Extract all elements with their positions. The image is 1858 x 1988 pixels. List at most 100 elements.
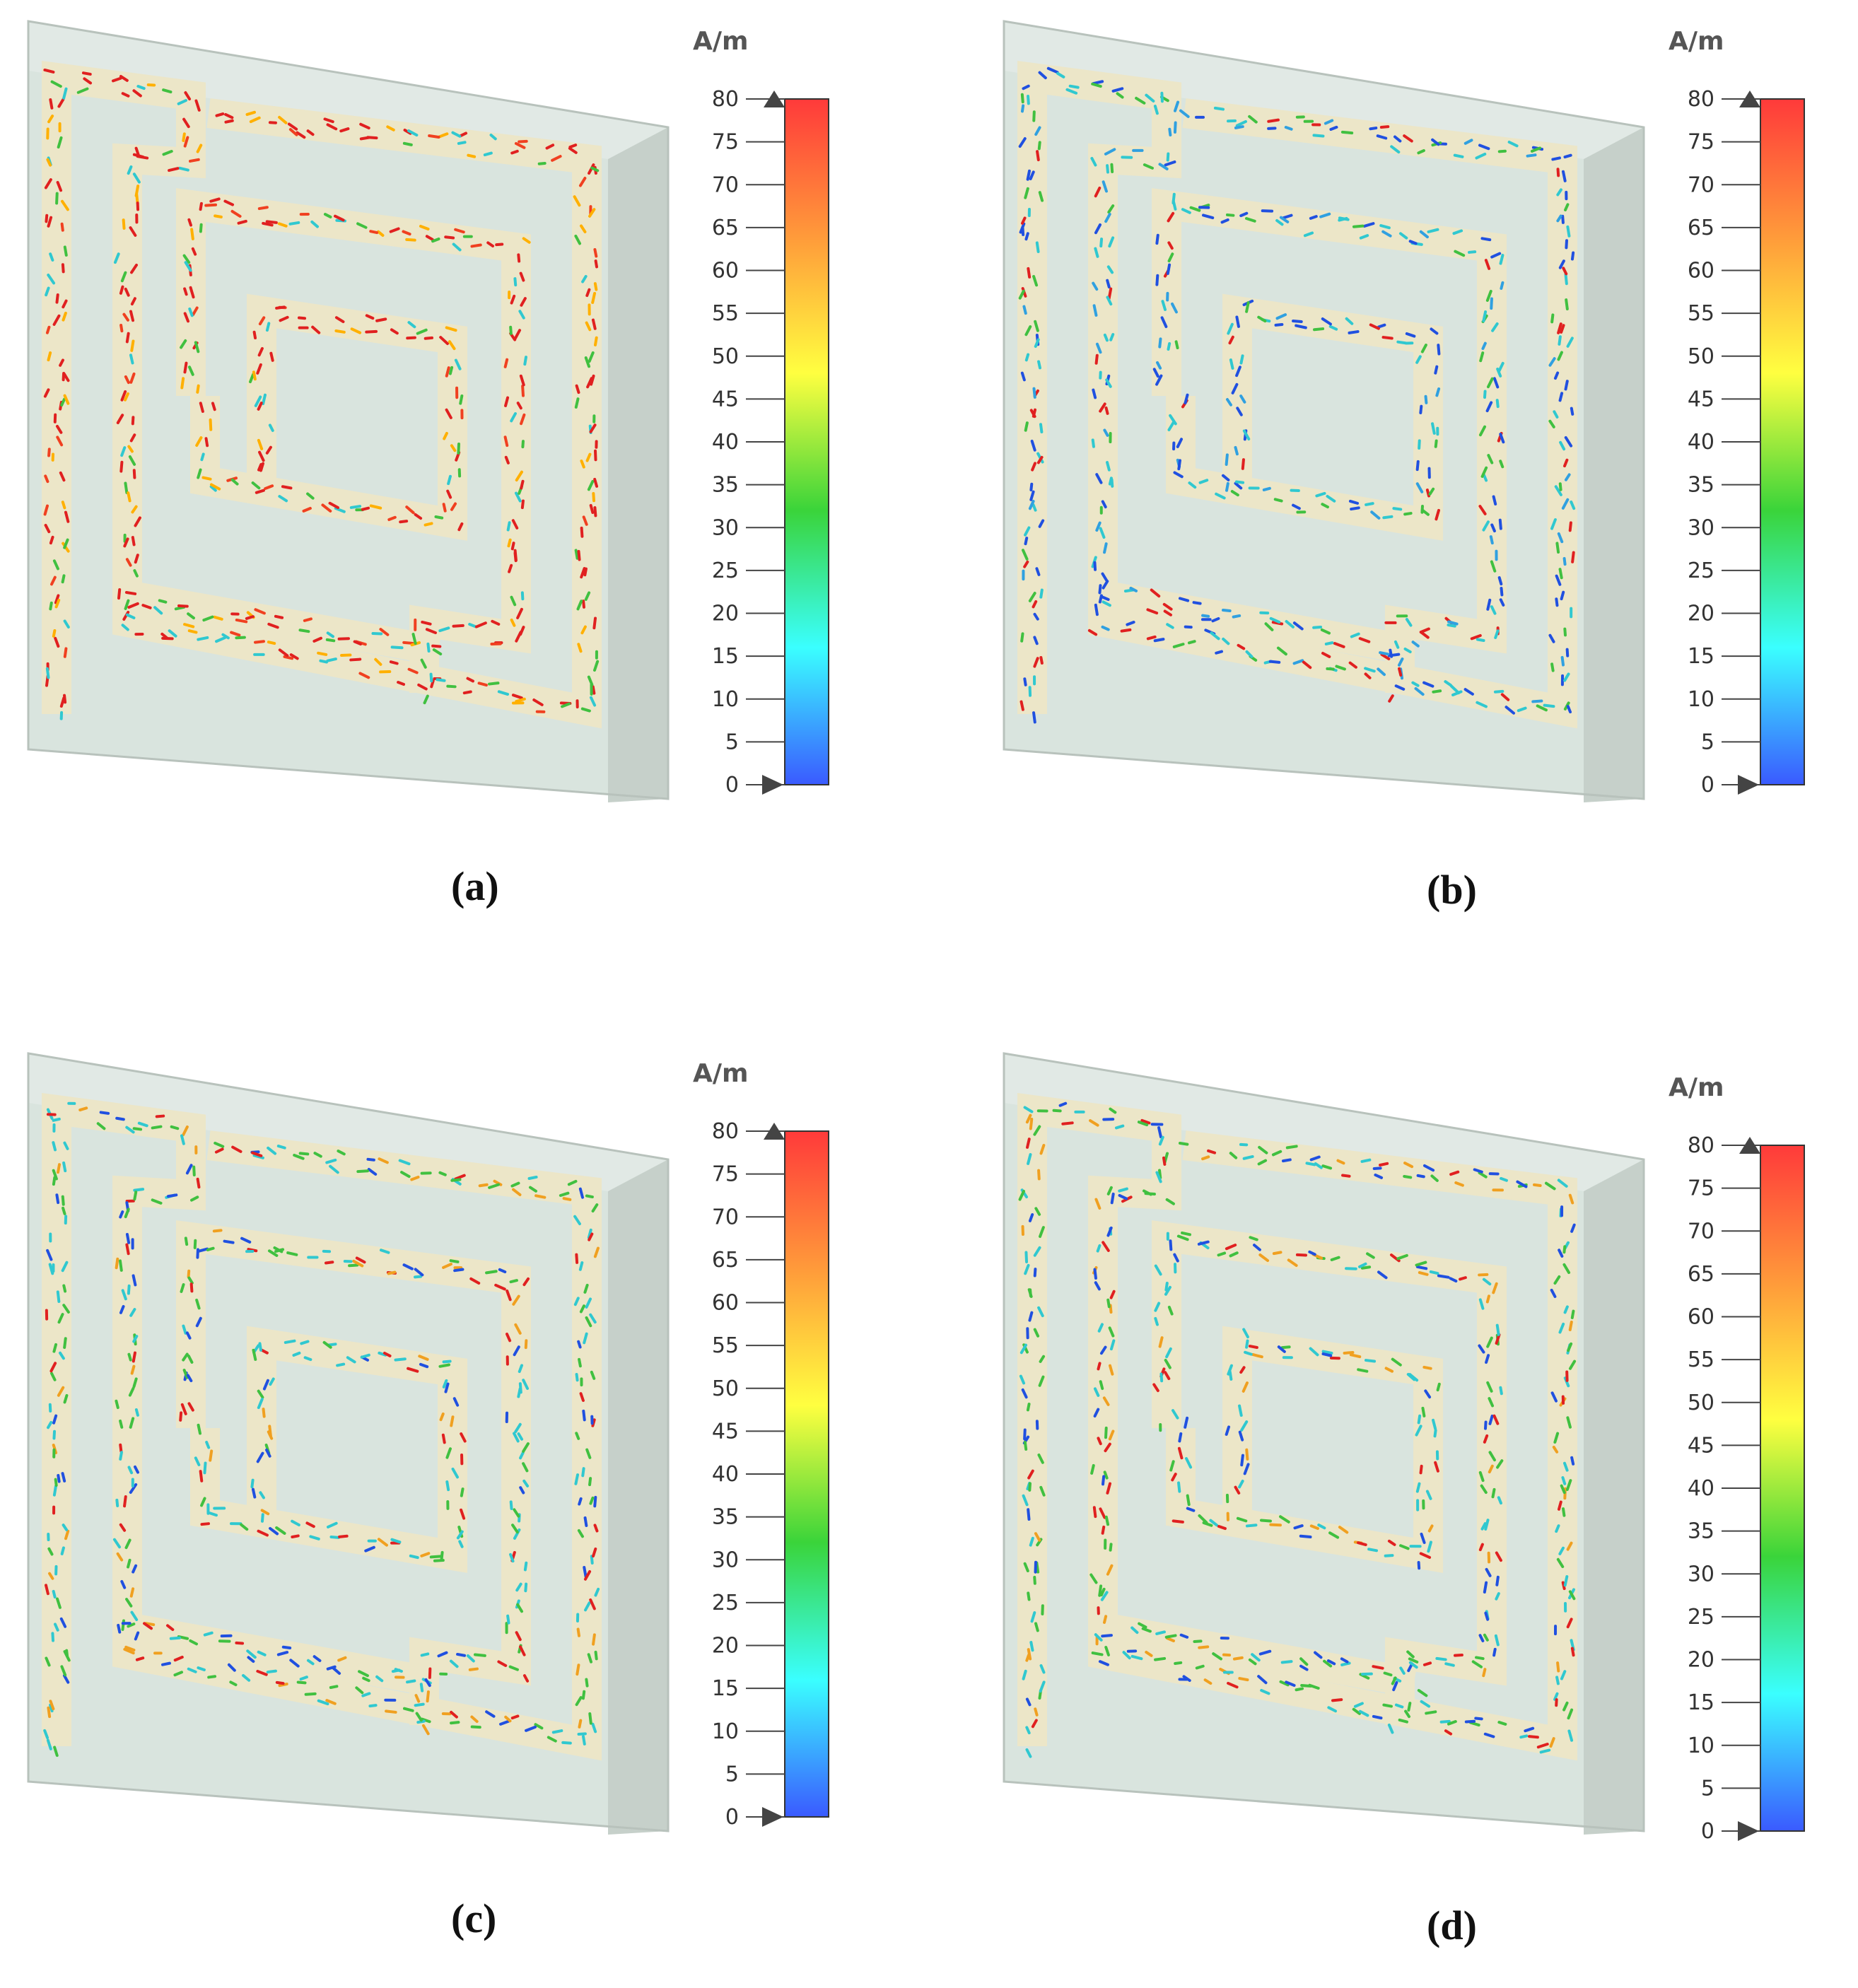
min-slider-icon[interactable] — [1738, 1821, 1759, 1841]
colorbar-tick-label: 70 — [1688, 173, 1714, 197]
colorbar-tick-label: 70 — [1688, 1219, 1714, 1244]
current-distribution-a — [27, 20, 670, 802]
colorbar-tick-label: 30 — [712, 515, 739, 540]
max-slider-icon[interactable] — [764, 90, 785, 107]
caption-a: (a) — [451, 863, 499, 909]
colorbar-tick-label: 75 — [712, 130, 739, 155]
colorbar-tick-label: 15 — [1688, 1690, 1714, 1715]
colorbar-tick-label: 15 — [1688, 644, 1714, 669]
caption-c: (c) — [451, 1895, 497, 1941]
colorbar-gradient — [784, 98, 829, 785]
colorbar-tick-label: 20 — [712, 1634, 739, 1659]
panel-c: A/m 80 75 70 65 60 55 50 45 40 35 30 25 20 15 10 5 0 — [0, 1032, 929, 1916]
current-distribution-d — [1003, 1052, 1645, 1835]
caption-d: (d) — [1427, 1902, 1477, 1948]
colorbar-tick-label: 40 — [1688, 430, 1714, 455]
colorbar-tick-label: 50 — [712, 344, 739, 369]
colorbar-tick-label: 40 — [712, 430, 739, 455]
colorbar-tick-label: 50 — [1688, 344, 1714, 369]
colorbar-unit: A/m — [693, 27, 749, 56]
colorbar-tick-label: 60 — [712, 259, 739, 283]
current-distribution-c — [27, 1052, 670, 1835]
colorbar-tick-label: 80 — [1688, 1133, 1714, 1158]
colorbar-tick-label: 35 — [712, 473, 739, 498]
min-slider-icon[interactable] — [762, 1807, 783, 1827]
colorbar-tick-label: 75 — [1688, 130, 1714, 155]
colorbar-tick-label: 60 — [1688, 1305, 1714, 1330]
max-slider-icon[interactable] — [1739, 1137, 1760, 1154]
colorbar-tick-label: 10 — [712, 687, 739, 712]
colorbar-tick-label: 10 — [1688, 687, 1714, 712]
current-arrows — [1018, 1101, 1577, 1758]
colorbar-tick-label: 50 — [712, 1376, 739, 1401]
colorbar-tick-label: 0 — [1701, 773, 1714, 797]
colorbar-tick-label: 55 — [1688, 1347, 1714, 1372]
colorbar-tick-label: 25 — [712, 559, 739, 583]
colorbar-tick-label: 0 — [725, 1805, 739, 1830]
colorbar-tick-label: 25 — [1688, 559, 1714, 583]
colorbar-tick-label: 30 — [1688, 1562, 1714, 1586]
colorbar-tick-label: 70 — [712, 1205, 739, 1229]
max-slider-icon[interactable] — [764, 1123, 785, 1140]
colorbar-tick-label: 10 — [712, 1719, 739, 1744]
colorbar-tick-label: 25 — [1688, 1605, 1714, 1630]
colorbar-tick-label: 65 — [712, 216, 739, 240]
colorbar-tick-label: 20 — [1688, 1648, 1714, 1673]
colorbar-tick-label: 50 — [1688, 1391, 1714, 1415]
colorbar-tick-label: 80 — [1688, 87, 1714, 112]
colorbar-tick-label: 45 — [712, 387, 739, 411]
current-distribution-b — [1003, 20, 1645, 802]
colorbar-tick-label: 0 — [725, 773, 739, 797]
colorbar-tick-label: 60 — [712, 1291, 739, 1316]
panel-a: A/m 80 75 70 65 60 55 50 45 40 35 30 25 20 15 10 5 0 — [0, 0, 929, 990]
colorbar-tick-label: 20 — [712, 602, 739, 626]
colorbar-tick-label: 35 — [712, 1505, 739, 1530]
colorbar-tick-label: 30 — [712, 1548, 739, 1572]
colorbar-gradient — [1760, 1145, 1805, 1832]
colorbar-tick-label: 45 — [1688, 1433, 1714, 1458]
colorbar-tick-label: 65 — [1688, 216, 1714, 240]
colorbar-tick-label: 45 — [1688, 387, 1714, 411]
colorbar-tick-label: 40 — [712, 1462, 739, 1487]
current-arrows — [43, 68, 600, 720]
colorbar-tick-label: 55 — [712, 1333, 739, 1358]
colorbar-tick-label: 5 — [1701, 1776, 1714, 1801]
colorbar-tick-label: 65 — [1688, 1262, 1714, 1287]
colorbar-tick-label: 20 — [1688, 602, 1714, 626]
colorbar-tick-label: 25 — [712, 1591, 739, 1615]
current-arrows — [1018, 66, 1576, 724]
current-arrows — [43, 1101, 600, 1758]
colorbar-tick-label: 0 — [1701, 1819, 1714, 1844]
colorbar-tick-label: 40 — [1688, 1476, 1714, 1501]
max-slider-icon[interactable] — [1739, 90, 1760, 107]
colorbar-tick-label: 5 — [725, 730, 739, 754]
colorbar-unit: A/m — [693, 1059, 749, 1088]
colorbar-tick-label: 10 — [1688, 1733, 1714, 1758]
colorbar-tick-label: 80 — [712, 87, 739, 112]
colorbar-tick-label: 5 — [725, 1762, 739, 1787]
colorbar-tick-label: 75 — [712, 1162, 739, 1187]
spiral-trace — [42, 61, 602, 729]
colorbar-tick-label: 35 — [1688, 473, 1714, 498]
caption-b: (b) — [1427, 867, 1477, 913]
panel-d: A/m 80 75 70 65 60 55 50 45 40 35 30 25 20 15 10 5 0 — [976, 1032, 1858, 1916]
colorbar-tick-label: 60 — [1688, 259, 1714, 283]
colorbar-gradient — [784, 1130, 829, 1818]
min-slider-icon[interactable] — [762, 775, 783, 795]
colorbar-unit: A/m — [1669, 27, 1724, 56]
colorbar-tick-label: 75 — [1688, 1176, 1714, 1201]
colorbar-tick-label: 15 — [712, 644, 739, 669]
colorbar-gradient — [1760, 98, 1805, 785]
colorbar-tick-label: 55 — [1688, 301, 1714, 326]
colorbar-tick-label: 5 — [1701, 730, 1714, 754]
colorbar-tick-label: 35 — [1688, 1519, 1714, 1544]
colorbar-unit: A/m — [1669, 1073, 1724, 1102]
colorbar-tick-label: 45 — [712, 1419, 739, 1444]
colorbar-tick-label: 15 — [712, 1676, 739, 1701]
colorbar-tick-label: 65 — [712, 1248, 739, 1273]
min-slider-icon[interactable] — [1738, 775, 1759, 795]
